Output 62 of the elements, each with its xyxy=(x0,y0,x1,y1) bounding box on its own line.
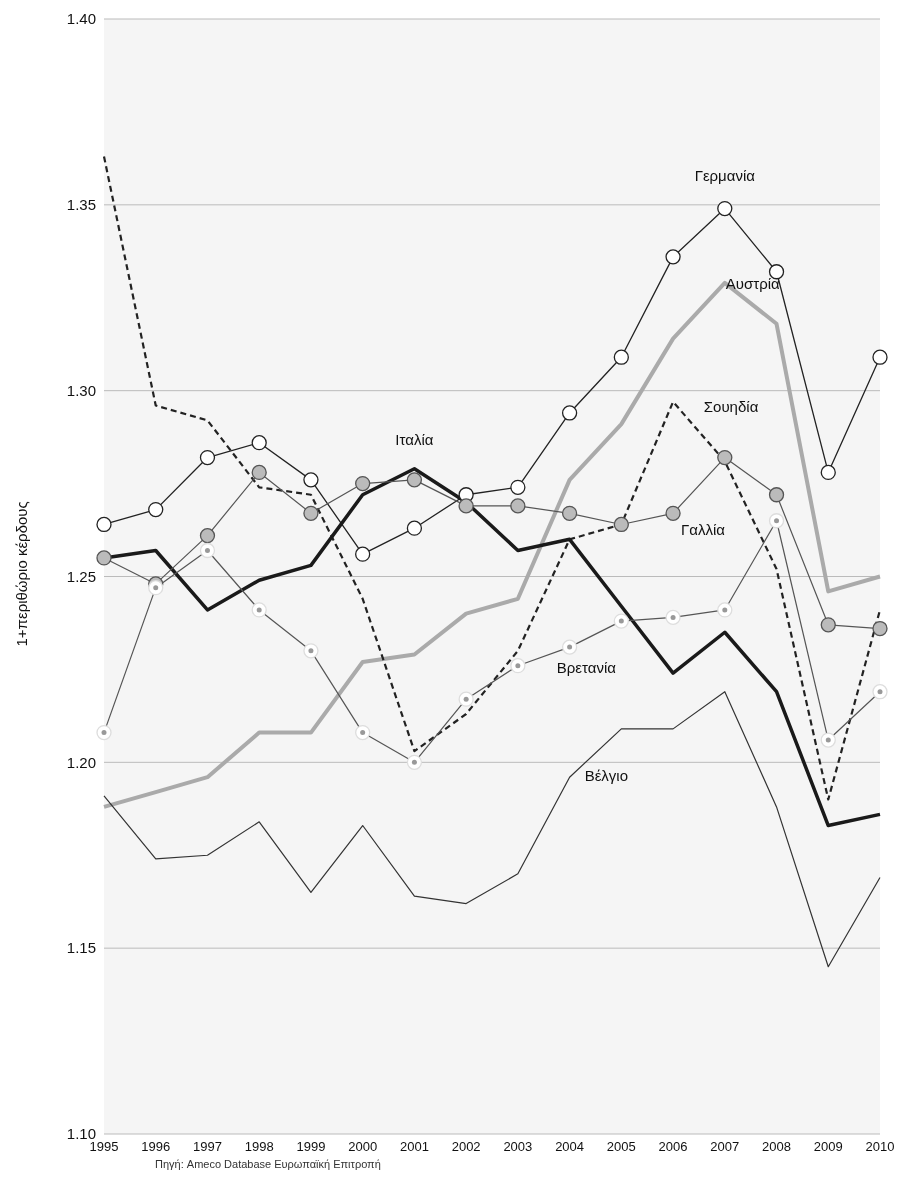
x-tick-label: 2010 xyxy=(865,1139,895,1155)
x-tick-label: 1997 xyxy=(193,1139,222,1155)
x-tick-label: 2008 xyxy=(762,1139,791,1155)
x-tick-label: 1999 xyxy=(296,1139,326,1155)
x-tick-label: 2005 xyxy=(606,1139,636,1155)
point xyxy=(768,487,785,503)
y-tick-label: 1.30 xyxy=(66,381,96,399)
point xyxy=(665,505,681,521)
point xyxy=(406,472,423,488)
point xyxy=(613,349,629,365)
line-series xyxy=(102,280,882,809)
point xyxy=(613,516,629,533)
point xyxy=(458,498,474,514)
point xyxy=(148,501,164,518)
series-label: Σουηδία xyxy=(703,397,759,415)
y-tick-label: 1.40 xyxy=(66,10,96,28)
x-tick-label: 2000 xyxy=(348,1139,378,1155)
point xyxy=(199,527,216,544)
point xyxy=(303,505,319,521)
x-tick-label: 2001 xyxy=(399,1139,429,1155)
point xyxy=(303,472,319,488)
x-tick-label: 1998 xyxy=(244,1139,274,1155)
x-tick-label: 2004 xyxy=(555,1139,585,1155)
series-label: Αυστρία xyxy=(725,274,781,292)
x-tick-label: 1996 xyxy=(141,1139,171,1155)
point xyxy=(251,435,267,451)
point xyxy=(561,505,578,521)
point xyxy=(406,520,423,536)
x-tick-label: 2007 xyxy=(710,1139,740,1155)
point xyxy=(355,546,371,562)
point xyxy=(768,264,785,280)
point xyxy=(872,620,888,637)
x-tick-label: 2006 xyxy=(658,1139,688,1155)
x-tick-label: 2009 xyxy=(813,1139,843,1155)
y-tick-label: 1.20 xyxy=(66,753,96,771)
point xyxy=(199,449,216,466)
point xyxy=(251,464,267,481)
series-label: Ιταλία xyxy=(395,430,434,448)
series-label: Βέλγιο xyxy=(584,766,629,784)
line-series xyxy=(103,691,881,968)
series-label: Γαλλία xyxy=(681,521,726,539)
point xyxy=(820,617,836,633)
point xyxy=(820,464,836,481)
y-tick-label: 1.25 xyxy=(66,567,96,585)
point xyxy=(561,405,578,421)
point xyxy=(96,516,112,533)
y-tick-label: 1.35 xyxy=(66,196,96,214)
point xyxy=(717,200,733,217)
text: Πηγή: Ameco Database Ευρωπαϊκή Επιτροπή xyxy=(155,1158,381,1170)
y-tick-label: 1.15 xyxy=(66,939,96,957)
point xyxy=(717,449,733,466)
point xyxy=(665,249,681,265)
series-label: Βρετανία xyxy=(556,659,617,677)
point xyxy=(96,550,112,566)
x-tick-label: 2002 xyxy=(451,1139,481,1155)
point xyxy=(510,498,526,514)
point xyxy=(355,475,371,492)
x-tick-label: 2003 xyxy=(503,1139,533,1155)
point xyxy=(510,479,526,495)
series-label: Γερμανία xyxy=(694,166,756,184)
point xyxy=(872,349,888,365)
y-axis-title: 1+περιθώριο κέρδους xyxy=(13,501,31,647)
